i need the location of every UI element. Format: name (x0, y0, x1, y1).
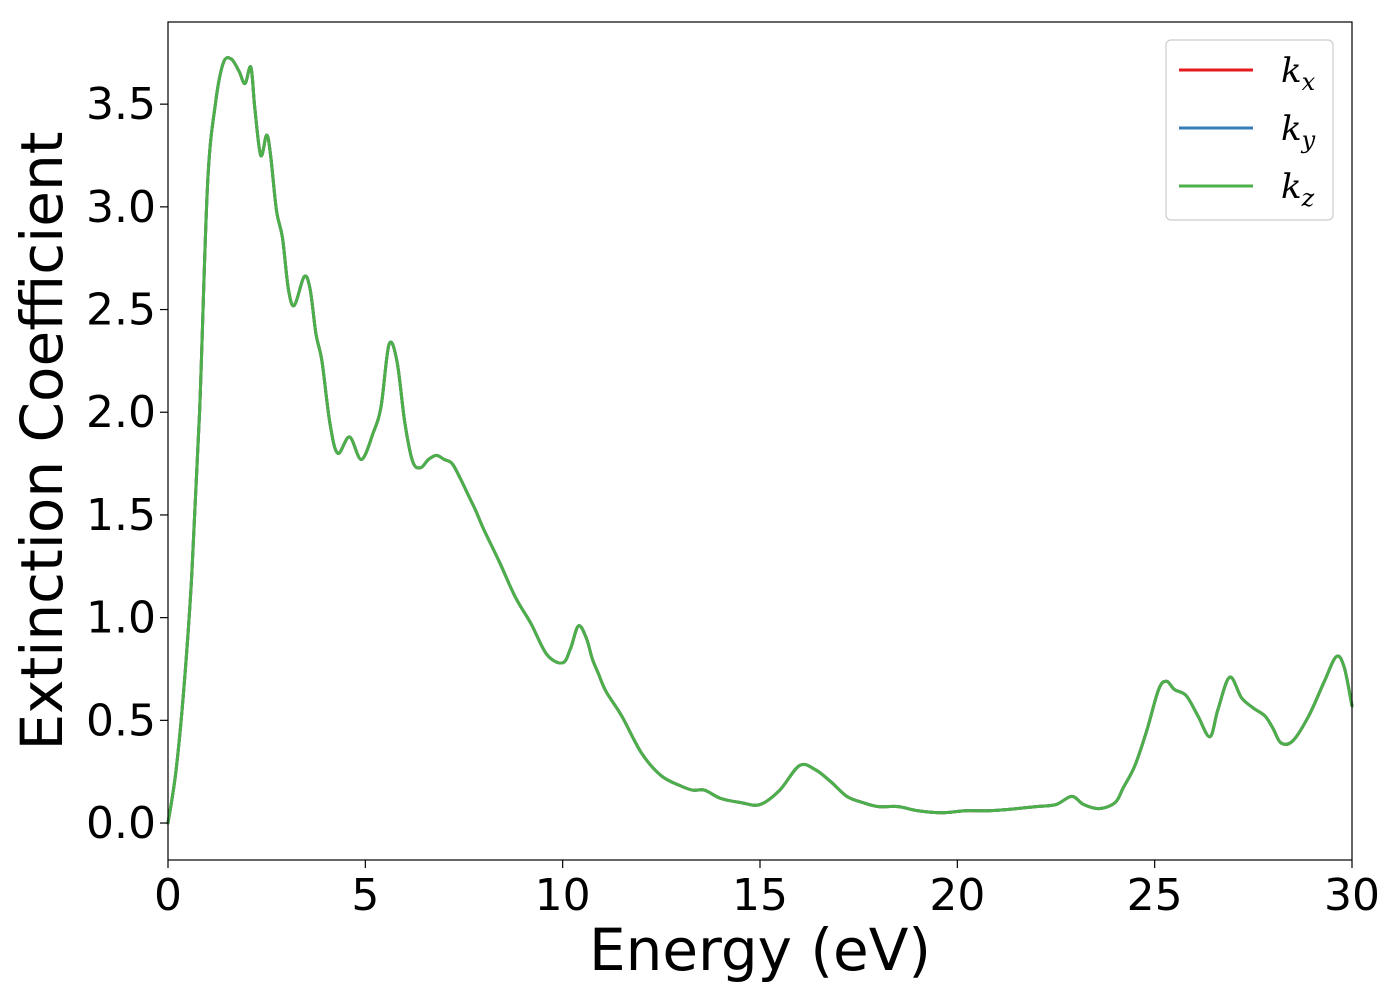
legend-box (1165, 39, 1334, 221)
legend: kx ky kz (1165, 39, 1334, 221)
y-axis-ticks: 0.0 0.5 1.0 1.5 2.0 2.5 3.0 3.5 (86, 79, 168, 849)
x-tick-label: 10 (535, 870, 591, 921)
y-tick-label: 0.5 (86, 695, 156, 746)
series-line-k-z (166, 56, 1354, 825)
x-tick-label: 15 (732, 870, 788, 921)
y-tick-label: 1.5 (86, 490, 156, 541)
x-tick-label: 25 (1127, 870, 1183, 921)
legend-label-k-y: ky (1281, 109, 1316, 154)
series-layer (166, 56, 1354, 825)
x-axis-title: Energy (eV) (589, 916, 931, 984)
y-tick-label: 1.0 (86, 593, 156, 644)
x-tick-label: 20 (929, 870, 985, 921)
x-tick-label: 5 (351, 870, 379, 921)
y-tick-label: 2.0 (86, 387, 156, 438)
y-tick-label: 2.5 (86, 285, 156, 336)
y-tick-label: 3.0 (86, 182, 156, 233)
x-tick-label: 30 (1324, 870, 1380, 921)
legend-label-k-x: kx (1281, 51, 1316, 96)
y-tick-label: 0.0 (86, 798, 156, 849)
x-tick-label: 0 (154, 870, 182, 921)
y-tick-label: 3.5 (86, 79, 156, 130)
legend-label-k-z: kz (1281, 167, 1315, 212)
x-axis-ticks: 0 5 10 15 20 25 30 (154, 860, 1380, 921)
y-axis-title: Extinction Coefficient (8, 132, 76, 751)
